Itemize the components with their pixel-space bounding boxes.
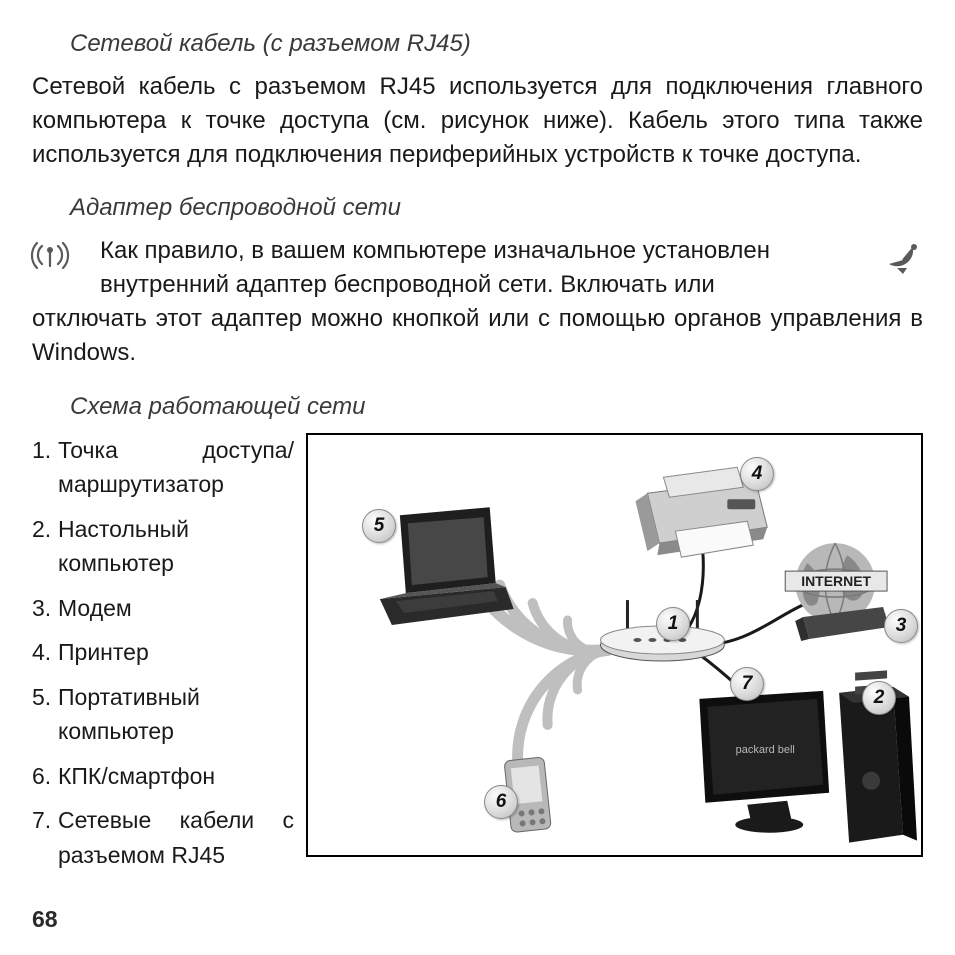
network-diagram: INTERNET packard bell <box>306 433 923 857</box>
legend-item: КПК/смартфон <box>32 759 294 794</box>
legend-list: Точка доступа/ маршрутизатор Настольный … <box>32 433 294 883</box>
wireless-signal-icon <box>30 238 72 280</box>
section2-rest: отключать этот адаптер можно кнопкой или… <box>32 302 923 370</box>
satellite-dish-icon <box>883 238 925 280</box>
diagram-badge-4: 4 <box>740 457 774 491</box>
diagram-badge-6: 6 <box>484 785 518 819</box>
diagram-badge-5: 5 <box>362 509 396 543</box>
svg-text:INTERNET: INTERNET <box>801 573 871 589</box>
legend-item: Точка доступа/ маршрутизатор <box>32 433 294 502</box>
legend-item: Сетевые кабели с разъемом RJ45 <box>32 803 294 872</box>
section1-heading: Сетевой кабель (с разъемом RJ45) <box>70 30 923 58</box>
legend-item: Принтер <box>32 635 294 670</box>
diagram-badge-7: 7 <box>730 667 764 701</box>
desktop-monitor-icon: packard bell <box>699 690 829 832</box>
diagram-badge-3: 3 <box>884 609 918 643</box>
legend-item: Модем <box>32 591 294 626</box>
section1-body: Сетевой кабель с разъемом RJ45 используе… <box>32 70 923 172</box>
svg-text:packard bell: packard bell <box>736 743 795 755</box>
legend-item: Портативный компьютер <box>32 680 294 749</box>
laptop-icon <box>380 507 514 625</box>
page-number: 68 <box>32 906 58 933</box>
section2-heading: Адаптер беспроводной сети <box>70 194 923 222</box>
internet-globe-icon: INTERNET <box>785 543 889 641</box>
legend-item: Настольный компьютер <box>32 512 294 581</box>
section2-line2: внутренний адаптер беспроводной сети. Вк… <box>32 268 923 302</box>
section3-heading: Схема работающей сети <box>70 393 923 421</box>
diagram-badge-2: 2 <box>862 681 896 715</box>
section2-body: Как правило, в вашем компьютере изначаль… <box>32 234 923 370</box>
diagram-badge-1: 1 <box>656 607 690 641</box>
diagram-svg: INTERNET packard bell <box>308 435 921 855</box>
section2-line1: Как правило, в вашем компьютере изначаль… <box>32 234 923 268</box>
